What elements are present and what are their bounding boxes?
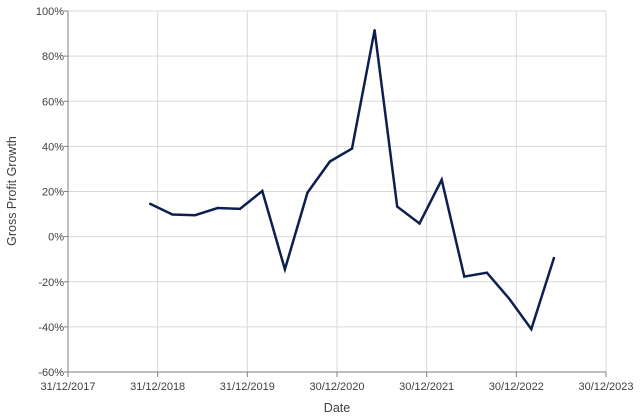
y-tick-labels: 100% 80% 60% 40% 20% 0% -20% -40% -60% [36,6,64,379]
data-point [440,178,443,181]
y-tick-label: -20% [38,277,64,289]
data-series [149,29,556,332]
data-point [283,268,287,271]
x-tick-label: 31/12/2017 [40,381,95,393]
x-tick-label: 31/12/2018 [130,381,185,393]
y-tick-label: -40% [38,322,64,334]
y-axis-title: Gross Profit Growth [5,136,19,246]
data-point [530,327,533,331]
y-tick-label: 80% [42,51,64,63]
y-tick-label: 100% [36,6,64,18]
data-point [508,297,511,300]
y-tick-label: 60% [42,96,64,108]
data-point [238,207,242,211]
data-point [328,160,332,163]
y-tick-label: 40% [42,141,64,153]
data-point [193,214,197,217]
x-tick-label: 30/12/2021 [399,381,454,393]
gridlines [67,10,607,373]
x-tick-label: 30/12/2023 [578,381,633,393]
data-point [552,256,556,260]
axes [64,10,607,377]
data-point [149,202,152,206]
data-point [463,275,466,278]
data-point [418,222,421,225]
data-point [261,189,264,193]
data-point [396,205,399,208]
data-point [485,271,489,274]
x-tick-label: 31/12/2019 [220,381,275,393]
x-tick-label: 30/12/2020 [309,381,364,393]
y-tick-label: 0% [48,232,64,244]
series-line [149,29,556,332]
data-point [350,147,354,150]
x-axis-title: Date [324,401,350,415]
y-tick-label: 20% [42,187,64,199]
y-tick-label: -60% [38,367,64,379]
data-point [171,213,174,216]
x-tick-label: 30/12/2022 [489,381,544,393]
data-point [306,191,309,194]
data-point [373,29,376,32]
data-point [216,206,219,210]
x-tick-labels: 31/12/2017 31/12/2018 31/12/2019 30/12/2020… [40,381,633,393]
